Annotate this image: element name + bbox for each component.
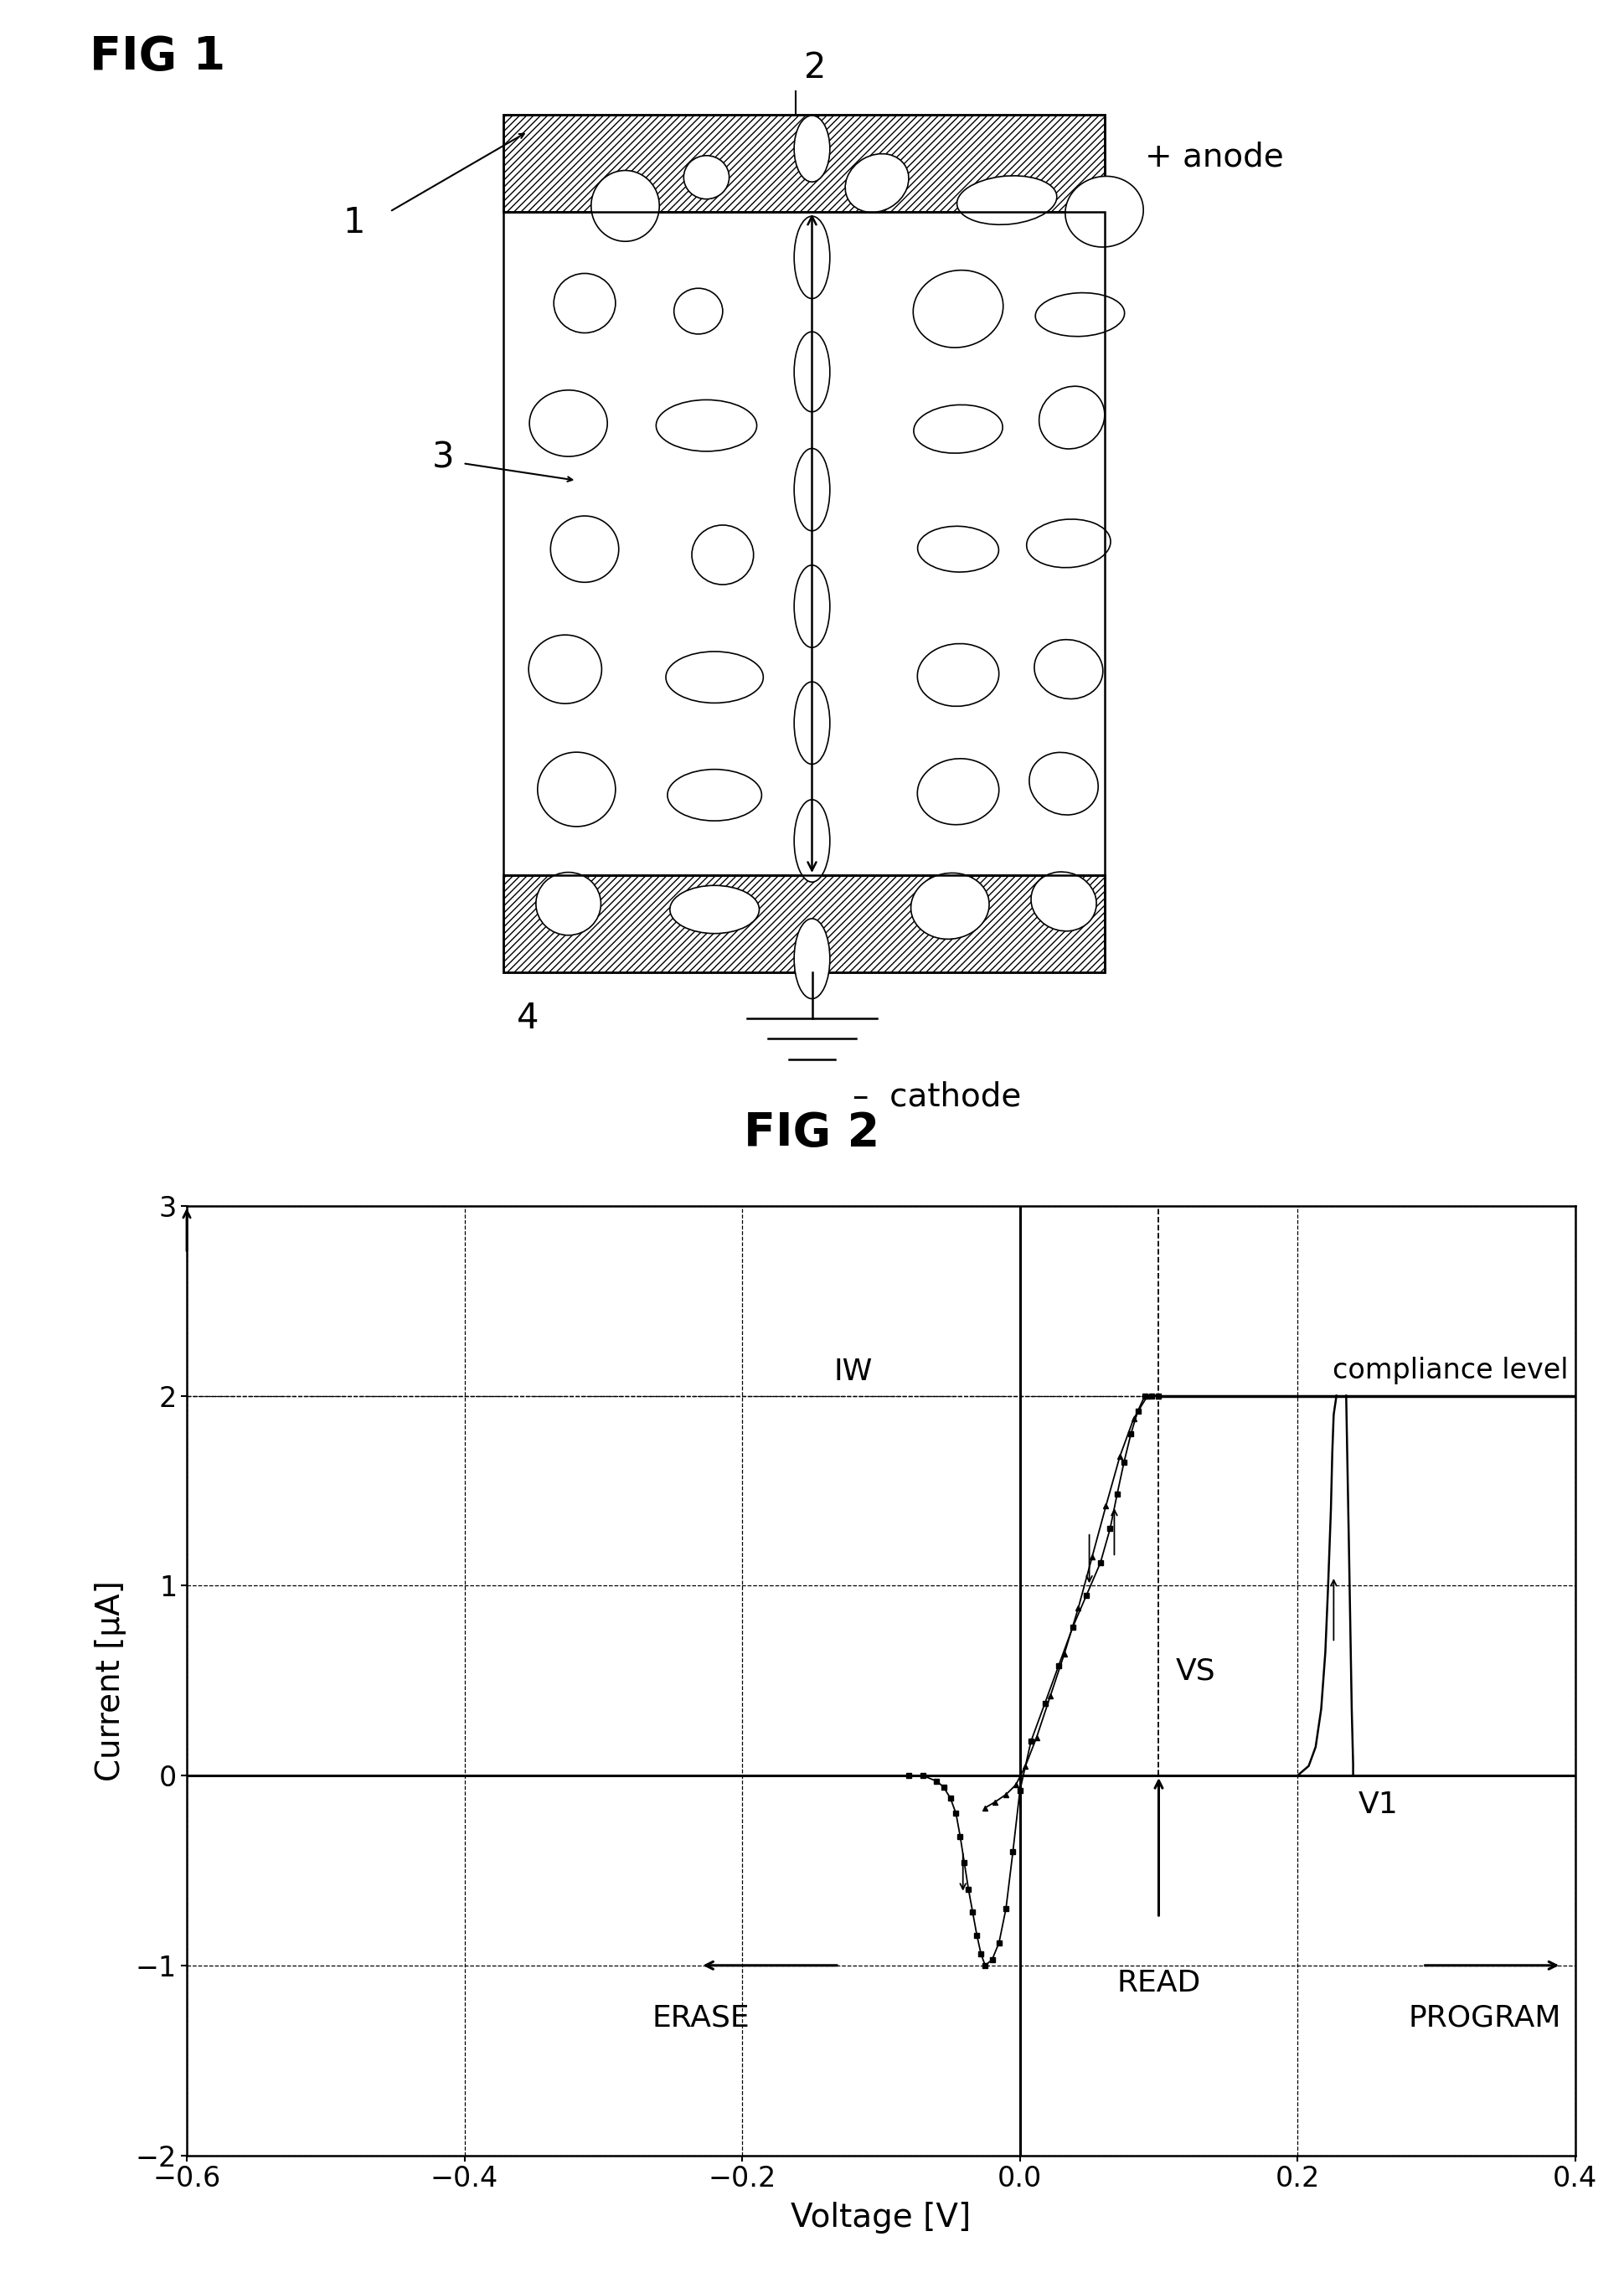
- Ellipse shape: [554, 272, 615, 332]
- Ellipse shape: [669, 885, 760, 934]
- Ellipse shape: [918, 760, 999, 824]
- Ellipse shape: [918, 643, 999, 707]
- Ellipse shape: [667, 769, 762, 821]
- Ellipse shape: [918, 526, 999, 572]
- Bar: [503, 213, 1104, 874]
- Text: –  cathode: – cathode: [853, 1080, 1021, 1112]
- Y-axis label: Current [μA]: Current [μA]: [94, 1581, 127, 1780]
- Bar: [503, 213, 1104, 874]
- Bar: [503, 114, 1104, 213]
- Ellipse shape: [692, 526, 754, 586]
- Ellipse shape: [536, 872, 601, 936]
- Ellipse shape: [1026, 519, 1111, 567]
- Text: + anode: + anode: [1145, 142, 1283, 174]
- Ellipse shape: [529, 389, 607, 458]
- Ellipse shape: [844, 153, 909, 213]
- Ellipse shape: [1034, 641, 1103, 698]
- Ellipse shape: [794, 920, 830, 998]
- Ellipse shape: [911, 874, 989, 938]
- X-axis label: Voltage [V]: Voltage [V]: [791, 2201, 971, 2233]
- Ellipse shape: [913, 270, 1004, 348]
- Bar: [503, 114, 1104, 213]
- Ellipse shape: [1039, 387, 1104, 448]
- Text: FIG 2: FIG 2: [744, 1110, 880, 1155]
- Ellipse shape: [1036, 293, 1124, 336]
- Ellipse shape: [591, 172, 659, 243]
- Text: PROGRAM: PROGRAM: [1408, 2004, 1561, 2032]
- Ellipse shape: [538, 753, 615, 826]
- Text: 1: 1: [343, 206, 365, 240]
- Ellipse shape: [794, 448, 830, 531]
- Text: 2: 2: [804, 50, 827, 85]
- Ellipse shape: [1065, 176, 1143, 247]
- Ellipse shape: [1031, 872, 1096, 931]
- Text: FIG 1: FIG 1: [89, 34, 226, 80]
- Ellipse shape: [794, 565, 830, 648]
- Text: V1: V1: [1359, 1792, 1398, 1819]
- Text: compliance level: compliance level: [1333, 1357, 1569, 1384]
- Ellipse shape: [551, 515, 619, 581]
- Ellipse shape: [656, 400, 757, 451]
- Ellipse shape: [794, 801, 830, 881]
- Ellipse shape: [674, 288, 723, 334]
- Ellipse shape: [794, 114, 830, 183]
- Ellipse shape: [794, 332, 830, 412]
- Ellipse shape: [1030, 753, 1098, 815]
- Ellipse shape: [794, 682, 830, 764]
- Text: 3: 3: [432, 439, 455, 476]
- Ellipse shape: [957, 176, 1057, 224]
- Ellipse shape: [794, 215, 830, 297]
- Text: READ: READ: [1117, 1970, 1200, 1997]
- Ellipse shape: [684, 156, 729, 199]
- Ellipse shape: [666, 652, 763, 702]
- Text: ERASE: ERASE: [651, 2004, 749, 2032]
- Text: VS: VS: [1176, 1657, 1215, 1686]
- Bar: [503, 874, 1104, 972]
- Text: 4: 4: [516, 1002, 539, 1036]
- Ellipse shape: [528, 634, 601, 705]
- Text: IW: IW: [833, 1357, 872, 1387]
- Bar: [503, 874, 1104, 972]
- Ellipse shape: [914, 405, 1002, 453]
